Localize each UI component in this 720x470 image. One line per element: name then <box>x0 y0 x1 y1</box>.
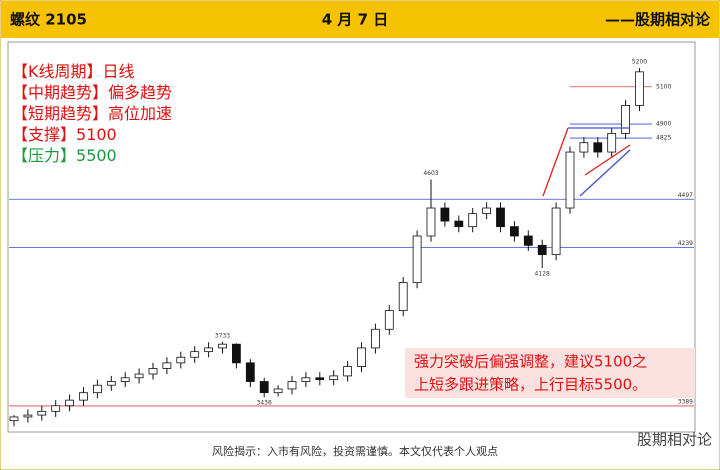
price-annotation: 3733 <box>215 332 230 339</box>
candle-body <box>218 343 227 349</box>
header-right: ——股期相对论 <box>605 11 711 29</box>
level-label: 5100 <box>656 83 671 90</box>
header-bar <box>1 1 719 38</box>
candle-body <box>454 220 464 228</box>
candle-body <box>287 381 297 390</box>
candle-body <box>9 416 19 422</box>
candle-body <box>607 133 617 153</box>
candle-body <box>635 71 644 106</box>
header-center: 4 月 7 日 <box>322 11 389 29</box>
info-line: 【支撑】5100 <box>12 125 117 144</box>
info-label: 【短期趋势】 <box>12 104 108 123</box>
candle-body <box>273 388 283 394</box>
candle-body <box>551 207 561 256</box>
price-annotation: 4128 <box>535 271 550 278</box>
info-text: 5500 <box>76 146 117 165</box>
candle-body <box>315 377 325 381</box>
footer: 风险揭示：入市有风险，投资需谨慎。本文仅代表个人观点 <box>212 444 498 458</box>
candle-body <box>120 377 130 382</box>
candle-body <box>51 405 61 412</box>
candle-body <box>384 310 394 330</box>
candle-body <box>245 362 255 382</box>
candle-body <box>398 282 408 312</box>
candle-body <box>621 105 630 134</box>
candle-body <box>190 351 200 358</box>
candle-body <box>329 375 339 381</box>
info-line: 【K线周期】日线 <box>12 62 135 81</box>
price-annotation: 4603 <box>423 170 438 177</box>
candle-body <box>79 392 88 401</box>
note-line: 强力突破后偏强调整，建议5100之 <box>414 353 647 371</box>
info-text: 日线 <box>103 62 135 81</box>
level-label: 4497 <box>678 192 693 199</box>
candle-body <box>204 347 214 353</box>
level-label: 4239 <box>678 240 693 247</box>
candle-body <box>301 377 311 382</box>
candle-body <box>509 226 519 237</box>
info-text: 高位加速 <box>108 104 172 123</box>
candle-body <box>565 151 575 209</box>
candle-body <box>93 384 102 394</box>
info-text: 偏多趋势 <box>108 83 172 102</box>
header-left: 螺纹 2105 <box>10 11 87 29</box>
info-line: 【压力】5500 <box>12 146 117 165</box>
price-annotation: 5200 <box>632 59 647 66</box>
candle-body <box>106 381 116 386</box>
info-label: 【中期趋势】 <box>12 83 108 102</box>
candle-body <box>23 414 33 418</box>
info-label: 【K线周期】 <box>12 62 103 81</box>
candle-body <box>148 368 158 375</box>
candle-body <box>37 410 47 416</box>
candle-body <box>496 207 505 228</box>
candle-body <box>370 328 380 349</box>
info-line: 【短期趋势】高位加速 <box>12 104 172 123</box>
candle-body <box>523 235 533 246</box>
candle-body <box>579 142 589 153</box>
candle-body <box>468 213 478 228</box>
candle-body <box>343 366 353 377</box>
info-panel: 【K线周期】日线【中期趋势】偏多趋势【短期趋势】高位加速【支撑】5100【压力】… <box>12 62 172 165</box>
note-line: 上短多跟进策略，上行目标5500。 <box>414 376 647 394</box>
level-label: 3389 <box>678 398 693 405</box>
candle-body <box>162 362 172 369</box>
candle-body <box>259 381 269 394</box>
candle-body <box>65 399 74 407</box>
candle-body <box>426 207 436 237</box>
note-box <box>405 348 695 398</box>
info-label: 【支撑】 <box>12 125 76 144</box>
candle-body <box>482 207 492 215</box>
candle-body <box>231 343 241 364</box>
candle-body <box>134 373 144 379</box>
info-line: 【中期趋势】偏多趋势 <box>12 83 172 102</box>
level-label: 4825 <box>656 135 671 142</box>
level-label: 4900 <box>656 121 671 128</box>
candle-body <box>412 235 422 284</box>
candle-body <box>593 142 603 153</box>
candle-body <box>537 244 547 256</box>
watermark: 股期相对论 <box>637 431 712 449</box>
trend-lines <box>542 127 631 197</box>
info-label: 【压力】 <box>12 146 76 165</box>
price-annotation: 3436 <box>257 400 272 407</box>
candle-body <box>176 356 186 364</box>
chart: 4497 4239 3389 5100 4900 4825 3733 3436 4603 4128… <box>9 59 694 427</box>
candle-body <box>440 207 450 222</box>
info-text: 5100 <box>76 125 117 144</box>
candle-body <box>357 347 366 367</box>
